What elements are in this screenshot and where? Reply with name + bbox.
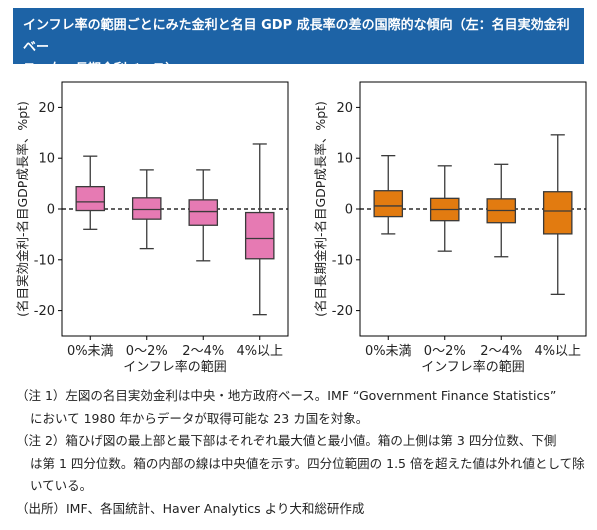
left-chart-ylabel: (名目実効金利-名目GDP成長率、%pt) <box>15 101 30 317</box>
right-chart-xtick-label: 0%未満 <box>365 344 412 359</box>
left-chart-ytick-label: 20 <box>38 101 55 116</box>
left-chart-xtick-label: 0〜2% <box>126 344 168 359</box>
left-chart-ytick-label: 0 <box>47 203 55 218</box>
left-chart-box <box>75 185 106 212</box>
right-chart-box <box>373 190 404 218</box>
right-chart-ylabel: (名目長期金利-名目GDP成長率、%pt) <box>313 101 328 317</box>
note-2-line-3: いている。 <box>30 478 93 493</box>
right-chart-ytick-label: 10 <box>336 152 353 167</box>
left-chart-ytick-label: -10 <box>34 253 55 268</box>
note-2-line-2: は第 1 四分位数。箱の内部の線は中央値を示す。四分位範囲の 1.5 倍を超えた… <box>30 455 585 471</box>
left-chart-box <box>188 199 219 226</box>
note-2-line-1: （注 2）箱ひげ図の最上部と最下部はそれぞれ最大値と最小値。箱の上側は第 3 四… <box>16 433 557 448</box>
left-chart-box <box>131 197 162 220</box>
left-box-chart: -20 -10 0 10 20 0%未満 0〜2% 2〜4% 4%以上 インフレ率の範囲 (名目実効… <box>0 70 300 382</box>
figure-title-line2: ス、右：長期金利ベース） <box>23 62 179 77</box>
note-1-line-1: （注 1）左図の名目実効金利は中央・地方政府ベース。IMF “Governmen… <box>16 388 557 403</box>
left-chart-xlabel: インフレ率の範囲 <box>123 359 227 375</box>
figure-title: インフレ率の範囲ごとにみた金利と名目 GDP 成長率の差の国際的な傾向（左：名目… <box>13 8 584 77</box>
source-line: （出所）IMF、各国統計、Haver Analytics より大和総研作成 <box>16 500 365 516</box>
left-chart-xtick-label: 0%未満 <box>67 344 114 359</box>
right-chart-xtick-label: 2〜4% <box>480 344 522 359</box>
left-chart-xtick-label: 4%以上 <box>236 344 283 359</box>
left-chart-xtick-label: 2〜4% <box>182 344 224 359</box>
right-chart-xtick-label: 0〜2% <box>424 344 466 359</box>
note-1-line-2: において 1980 年からデータが取得可能な 23 カ国を対象。 <box>30 410 369 426</box>
right-chart-box <box>542 191 573 235</box>
right-chart-ytick-label: 20 <box>336 101 353 116</box>
right-box-chart: -20 -10 0 10 20 0%未満 0〜2% 2〜4% 4%以上 インフレ率の範囲 (名目長期… <box>298 70 597 382</box>
notes: （注 1）左図の名目実効金利は中央・地方政府ベース。IMF “Governmen… <box>16 385 590 520</box>
right-chart-xtick-label: 4%以上 <box>534 344 581 359</box>
left-chart-ytick-label: -20 <box>34 304 55 319</box>
left-chart-ytick-label: 10 <box>38 152 55 167</box>
figure-title-line1: インフレ率の範囲ごとにみた金利と名目 GDP 成長率の差の国際的な傾向（左：名目… <box>23 18 570 55</box>
right-chart-ytick-label: -10 <box>332 253 353 268</box>
right-chart-ytick-label: 0 <box>345 203 353 218</box>
left-chart-box <box>244 211 275 260</box>
right-chart-ytick-label: -20 <box>332 304 353 319</box>
right-chart-xlabel: インフレ率の範囲 <box>421 359 525 375</box>
